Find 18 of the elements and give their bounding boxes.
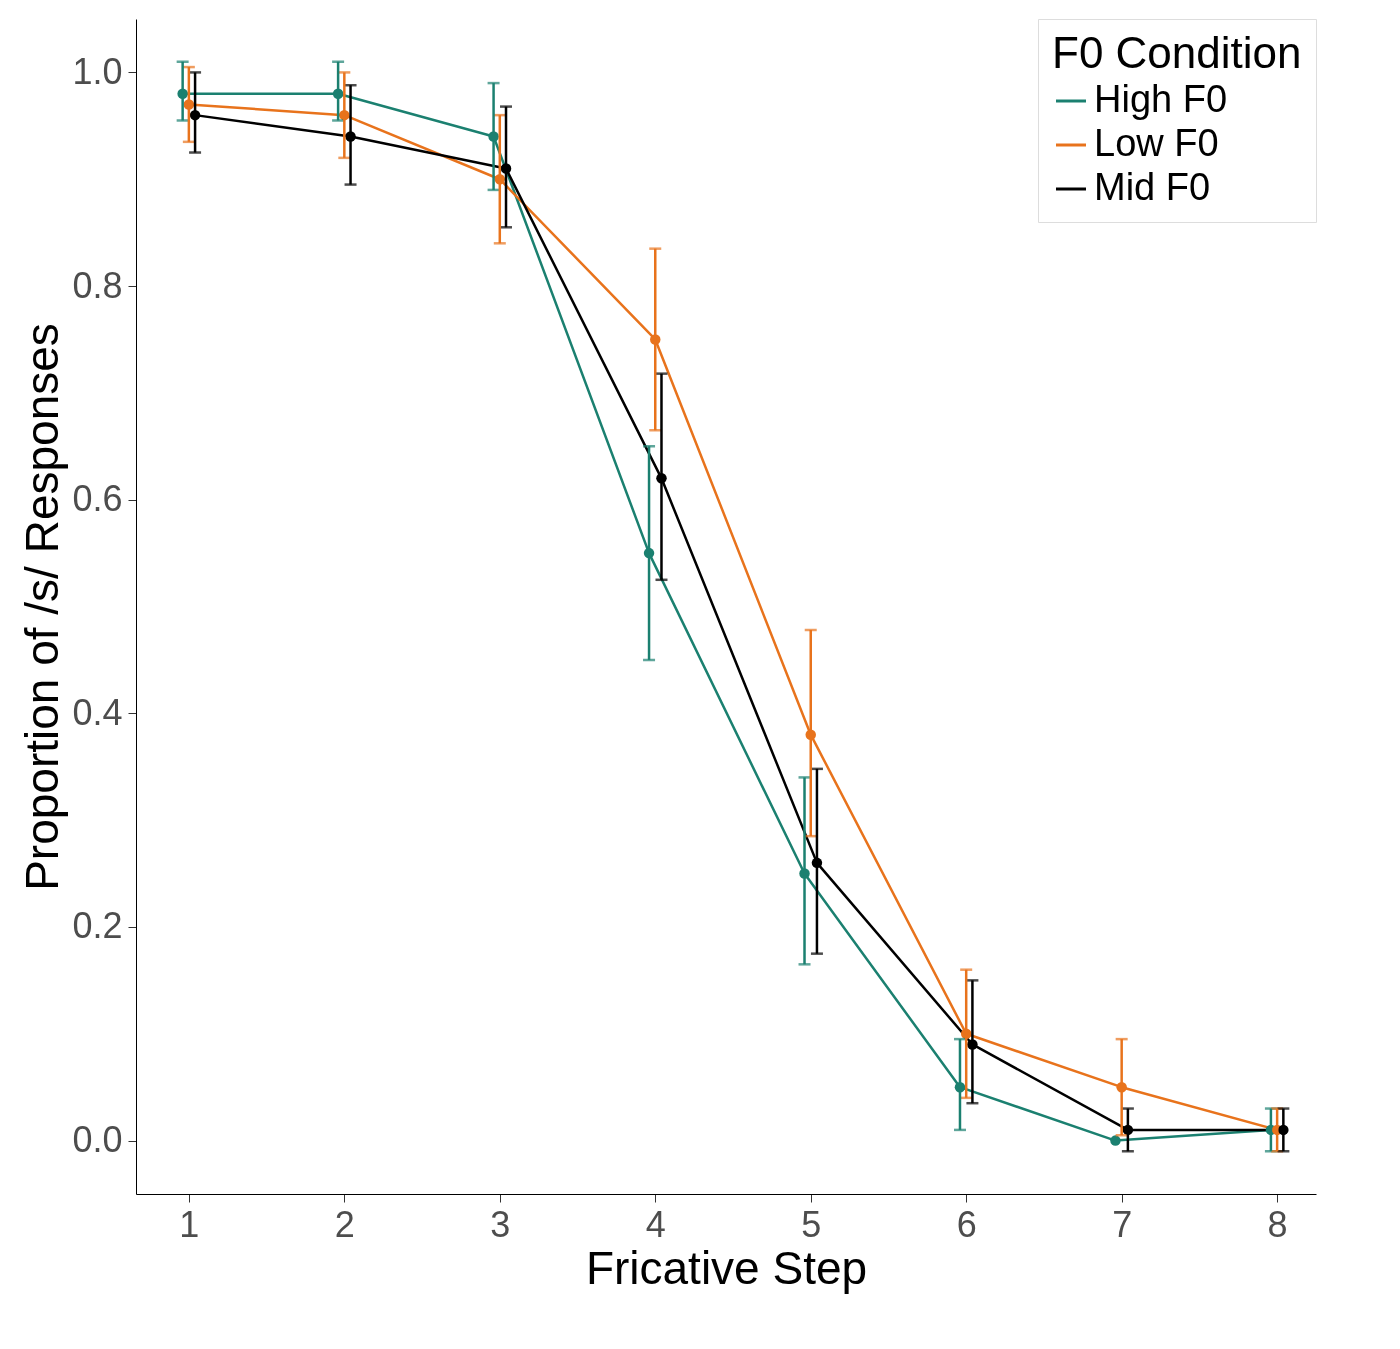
x-tick-label: 3 bbox=[490, 1203, 511, 1245]
legend-label: Low F0 bbox=[1094, 122, 1219, 164]
x-tick-label: 8 bbox=[1267, 1203, 1288, 1245]
y-tick-label: 1.0 bbox=[72, 50, 123, 92]
point bbox=[1110, 1135, 1121, 1146]
legend-label: High F0 bbox=[1094, 78, 1228, 120]
y-tick-label: 0.6 bbox=[72, 478, 123, 520]
y-tick-label: 0.4 bbox=[72, 691, 123, 733]
y-tick-label: 0.0 bbox=[72, 1119, 123, 1161]
x-tick-label: 7 bbox=[1112, 1203, 1133, 1245]
x-tick-label: 6 bbox=[956, 1203, 977, 1245]
x-tick-label: 2 bbox=[334, 1203, 355, 1245]
legend-title: F0 Condition bbox=[1052, 28, 1302, 77]
y-axis-title: Proportion of /s/ Responses bbox=[16, 323, 69, 891]
y-tick-label: 0.8 bbox=[72, 264, 123, 306]
legend-label: Mid F0 bbox=[1094, 166, 1211, 208]
x-tick-label: 1 bbox=[179, 1203, 200, 1245]
y-tick-label: 0.2 bbox=[72, 905, 123, 947]
